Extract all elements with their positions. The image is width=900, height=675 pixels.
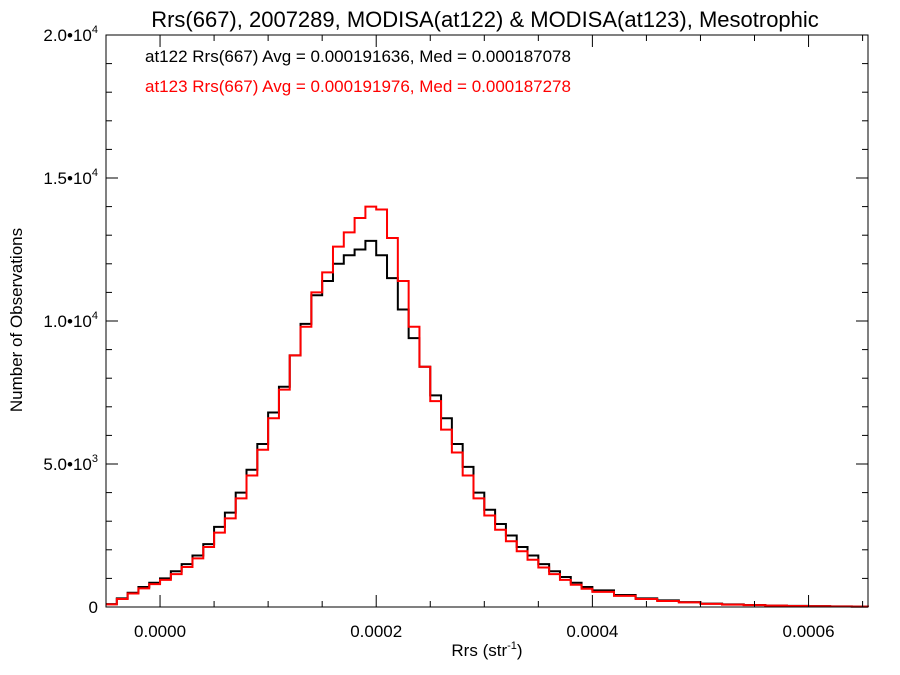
series-line-1 bbox=[106, 205, 869, 608]
x-axis-title-close: ) bbox=[517, 641, 523, 660]
y-axis-title: Number of Observations bbox=[7, 228, 26, 412]
x-axis-title-sup: -1 bbox=[507, 640, 517, 652]
x-tick-label: 0.0002 bbox=[350, 622, 402, 641]
y-tick-label: 1.0•104 bbox=[43, 310, 98, 331]
annotation-at122: at122 Rrs(667) Avg = 0.000191636, Med = … bbox=[145, 47, 571, 66]
x-axis-title-main: Rrs (str bbox=[451, 641, 507, 660]
y-tick-label: 5.0•103 bbox=[43, 453, 98, 474]
x-tick-label: 0.0004 bbox=[566, 622, 618, 641]
y-tick-label: 0 bbox=[89, 598, 98, 617]
annotation-at123: at123 Rrs(667) Avg = 0.000191976, Med = … bbox=[145, 77, 571, 96]
y-tick-label: 2.0•104 bbox=[43, 24, 98, 45]
plot-frame bbox=[105, 34, 869, 608]
ticks-layer: 0.0000 0.0002 0.0004 0.0006 0 5.0•103 1.0•104 1… bbox=[43, 24, 868, 641]
y-tick-label: 1.5•104 bbox=[43, 167, 98, 188]
x-tick-label: 0.0006 bbox=[783, 622, 835, 641]
x-axis-title: Rrs (str-1) bbox=[451, 640, 522, 660]
x-tick-label: 0.0000 bbox=[134, 622, 186, 641]
chart-title: Rrs(667), 2007289, MODISA(at122) & MODIS… bbox=[151, 7, 819, 32]
series-layer bbox=[106, 205, 869, 608]
series-line-0 bbox=[106, 239, 869, 608]
